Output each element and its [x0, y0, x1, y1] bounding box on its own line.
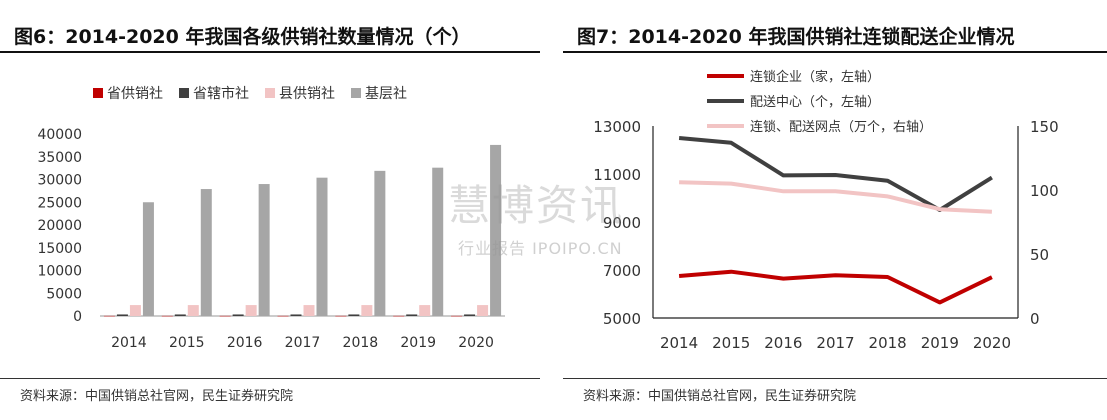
x-tick-label-2: 2016 [227, 335, 263, 351]
bar-1-5 [406, 314, 418, 316]
right-y-tick-label-0: 0 [1030, 310, 1040, 328]
bar-0-2 [219, 315, 231, 317]
right-y-tick-label-2: 100 [1030, 182, 1059, 200]
y-tick-label-4: 20000 [37, 218, 82, 234]
legend-label-0: 省供销社 [107, 86, 163, 102]
legend-label-2: 县供销社 [279, 86, 335, 102]
right-source-rule [563, 378, 1107, 379]
bar-3-1 [200, 189, 212, 316]
x-tick-label-5: 2019 [921, 334, 959, 352]
left-figure-title: 图6：2014-2020 年我国各级供销社数量情况（个） [14, 26, 471, 48]
legend-swatch-2 [265, 88, 275, 98]
left-figure-panel: 图6：2014-2020 年我国各级供销社数量情况（个） 省供销社 省辖市社 县供销… [0, 0, 540, 420]
y-tick-label-7: 35000 [37, 150, 82, 166]
y-tick-label-6: 30000 [37, 173, 82, 189]
series-line-1 [678, 136, 993, 212]
bar-1-0 [116, 314, 128, 316]
bar-3-2 [258, 184, 270, 316]
x-tick-label-3: 2017 [816, 334, 854, 352]
right-y-tick-label-3: 150 [1030, 118, 1059, 136]
left-y-tick-label-4: 13000 [593, 118, 641, 136]
x-tick-label-5: 2019 [400, 335, 436, 351]
bar-3-6 [490, 144, 502, 316]
bar-2-6 [477, 305, 489, 316]
bar-3-3 [316, 177, 328, 316]
bar-1-4 [348, 314, 360, 316]
bar-3-5 [432, 167, 444, 316]
legend-label-1: 省辖市社 [193, 85, 249, 102]
x-tick-label-6: 2020 [458, 335, 494, 351]
bar-1-6 [464, 314, 476, 316]
bar-3-0 [142, 202, 154, 316]
y-tick-label-0: 0 [73, 309, 82, 325]
right-source-note: 资料来源：中国供销总社官网，民生证券研究院 [583, 389, 857, 404]
bar-2-4 [361, 305, 373, 316]
y-tick-label-3: 15000 [37, 241, 82, 257]
x-tick-label-1: 2015 [169, 335, 205, 351]
x-tick-label-4: 2018 [869, 334, 907, 352]
left-source-rule [0, 378, 540, 379]
left-y-tick-label-0: 5000 [603, 310, 641, 328]
x-tick-label-2: 2016 [764, 334, 802, 352]
bar-1-2 [232, 314, 244, 316]
legend-swatch-3 [351, 88, 361, 98]
x-tick-label-1: 2015 [712, 334, 750, 352]
x-tick-label-0: 2014 [660, 334, 698, 352]
series-line-0 [678, 269, 993, 305]
y-tick-label-2: 10000 [37, 264, 82, 280]
bar-1-3 [290, 314, 302, 316]
bar-2-5 [419, 305, 431, 316]
legend-swatch-1 [179, 88, 189, 98]
legend-label-2: 连锁、配送网点（万个，右轴） [750, 119, 932, 135]
right-figure-panel: 图7：2014-2020 年我国供销社连锁配送企业情况 5000 7000 9000… [563, 0, 1107, 420]
y-tick-label-1: 5000 [46, 286, 82, 302]
left-title-rule [0, 51, 540, 53]
bar-0-4 [335, 315, 347, 317]
bar-0-5 [393, 315, 405, 317]
right-line-chart: 5000 7000 9000 11000 13000 0 50 100 150 2014 2015 2… [593, 69, 1059, 352]
bar-2-0 [129, 305, 141, 316]
x-tick-label-0: 2014 [111, 335, 147, 351]
bar-2-2 [245, 305, 257, 316]
x-tick-label-3: 2017 [285, 335, 321, 351]
bar-0-0 [103, 315, 115, 317]
legend-label-3: 基层社 [365, 85, 407, 102]
bar-2-3 [303, 305, 315, 316]
left-bar-chart: 省供销社 省辖市社 县供销社 基层社 0 5000 10000 15000 20000 25000… [37, 85, 505, 351]
left-y-tick-label-3: 11000 [593, 166, 641, 184]
y-tick-label-8: 40000 [37, 127, 82, 143]
bar-0-1 [161, 315, 173, 317]
left-y-tick-label-2: 9000 [603, 214, 641, 232]
series-line-2 [679, 180, 992, 214]
right-figure-title: 图7：2014-2020 年我国供销社连锁配送企业情况 [577, 26, 1015, 48]
legend-label-1: 配送中心（个，左轴） [750, 95, 880, 110]
x-tick-label-6: 2020 [973, 334, 1011, 352]
bar-3-4 [374, 170, 386, 316]
bar-0-6 [451, 315, 463, 317]
bar-1-1 [174, 314, 186, 316]
bar-0-3 [277, 315, 289, 317]
right-title-rule [563, 51, 1107, 53]
legend-swatch-0 [93, 88, 103, 98]
left-y-tick-label-1: 7000 [603, 262, 641, 280]
x-tick-label-4: 2018 [343, 335, 379, 351]
right-y-tick-label-1: 50 [1030, 246, 1049, 264]
legend-label-0: 连锁企业（家，左轴） [750, 69, 880, 85]
bar-2-1 [187, 305, 199, 316]
left-source-note: 资料来源：中国供销总社官网，民生证券研究院 [20, 389, 294, 404]
y-tick-label-5: 25000 [37, 195, 82, 211]
